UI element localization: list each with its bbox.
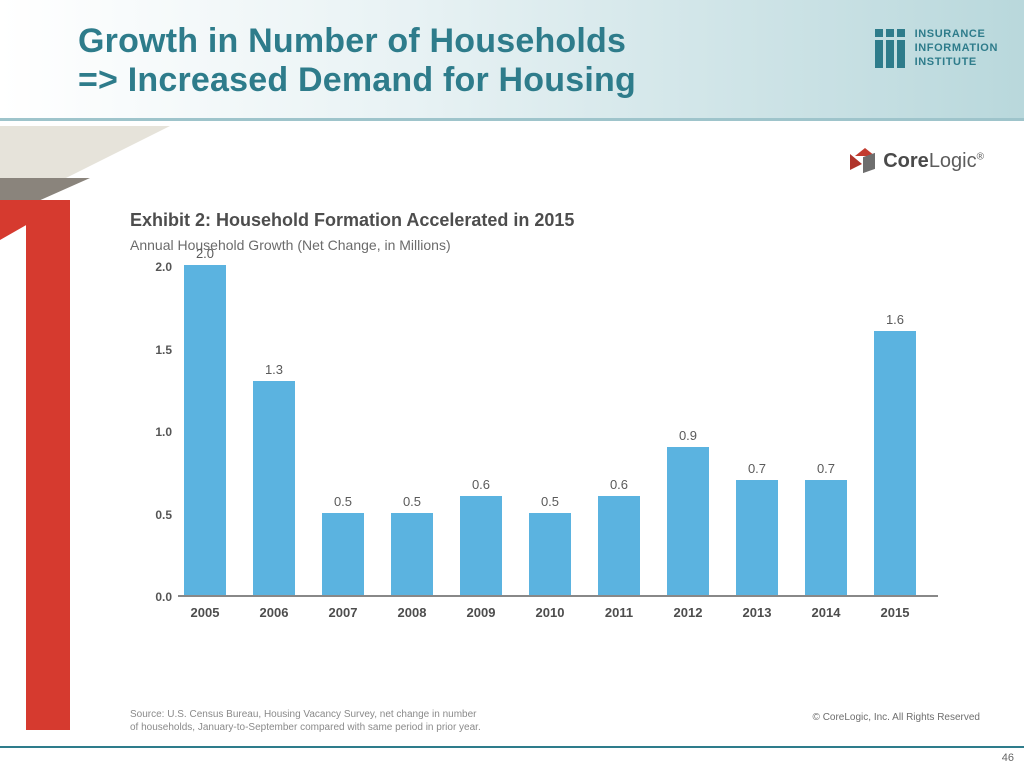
x-tick-label: 2012 [658, 605, 718, 620]
bar [253, 381, 295, 596]
bar-value-label: 0.9 [658, 428, 718, 443]
bar-value-label: 0.7 [727, 461, 787, 476]
title-line-1: Growth in Number of Households [78, 22, 636, 61]
x-tick-label: 2005 [175, 605, 235, 620]
iii-logo: INSURANCE INFORMATION INSTITUTE [875, 28, 998, 69]
y-tick-label: 1.0 [155, 425, 172, 439]
title-line-2-text: Increased Demand for Housing [128, 61, 636, 99]
bar-value-label: 1.3 [244, 362, 304, 377]
title-line-2: => Increased Demand for Housing [78, 61, 636, 100]
bar-value-label: 0.5 [520, 494, 580, 509]
corelogic-logo: CoreLogic® [849, 148, 984, 174]
bar-value-label: 0.5 [382, 494, 442, 509]
page-number: 46 [1002, 752, 1014, 764]
corelogic-light: Logic [929, 150, 977, 172]
footer-line [0, 746, 1024, 748]
bar [460, 496, 502, 595]
x-tick-label: 2014 [796, 605, 856, 620]
copyright: © CoreLogic, Inc. All Rights Reserved [813, 712, 980, 723]
header-divider [0, 118, 1024, 121]
exhibit-subtitle: Annual Household Growth (Net Change, in … [130, 237, 980, 253]
bar [529, 513, 571, 596]
iii-line1: INSURANCE [915, 28, 998, 42]
bar [322, 513, 364, 596]
bar-value-label: 0.6 [451, 477, 511, 492]
x-tick-label: 2009 [451, 605, 511, 620]
bar [598, 496, 640, 595]
corelogic-tm: ® [977, 151, 984, 162]
y-tick-label: 1.5 [155, 343, 172, 357]
exhibit-title: Exhibit 2: Household Formation Accelerat… [130, 210, 980, 231]
bar-value-label: 0.7 [796, 461, 856, 476]
source-line1: Source: U.S. Census Bureau, Housing Vaca… [130, 708, 550, 721]
bar [667, 447, 709, 596]
slide-title: Growth in Number of Households => Increa… [78, 22, 636, 100]
iii-logo-text: INSURANCE INFORMATION INSTITUTE [915, 28, 998, 69]
slide: Growth in Number of Households => Increa… [0, 0, 1024, 768]
bar [736, 480, 778, 596]
x-tick-label: 2015 [865, 605, 925, 620]
iii-line3: INSTITUTE [915, 56, 998, 70]
bar-chart: 0.00.51.01.52.0 2.020051.320060.520070.5… [130, 267, 950, 627]
bar-value-label: 1.6 [865, 312, 925, 327]
bar-value-label: 2.0 [175, 246, 235, 261]
bar [184, 265, 226, 595]
x-tick-label: 2008 [382, 605, 442, 620]
decor-wedge-red [0, 200, 70, 240]
title-arrow: => [78, 61, 118, 99]
corelogic-text: CoreLogic® [883, 150, 984, 173]
x-tick-label: 2007 [313, 605, 373, 620]
bar [874, 331, 916, 595]
x-tick-label: 2011 [589, 605, 649, 620]
decor-red-strip [26, 200, 70, 730]
y-tick-label: 0.0 [155, 590, 172, 604]
bar-value-label: 0.6 [589, 477, 649, 492]
corelogic-cube-icon [849, 148, 875, 174]
x-tick-label: 2010 [520, 605, 580, 620]
x-tick-label: 2013 [727, 605, 787, 620]
bar [391, 513, 433, 596]
y-axis: 0.00.51.01.52.0 [130, 267, 178, 597]
x-tick-label: 2006 [244, 605, 304, 620]
bar-value-label: 0.5 [313, 494, 373, 509]
y-tick-label: 0.5 [155, 508, 172, 522]
plot-area: 2.020051.320060.520070.520080.620090.520… [178, 267, 938, 597]
source-note: Source: U.S. Census Bureau, Housing Vaca… [130, 708, 550, 734]
chart-block: Exhibit 2: Household Formation Accelerat… [130, 210, 980, 627]
y-tick-label: 2.0 [155, 260, 172, 274]
corelogic-bold: Core [883, 150, 929, 172]
iii-logo-mark [875, 29, 905, 68]
source-line2: of households, January-to-September comp… [130, 721, 550, 734]
bar [805, 480, 847, 596]
iii-line2: INFORMATION [915, 42, 998, 56]
